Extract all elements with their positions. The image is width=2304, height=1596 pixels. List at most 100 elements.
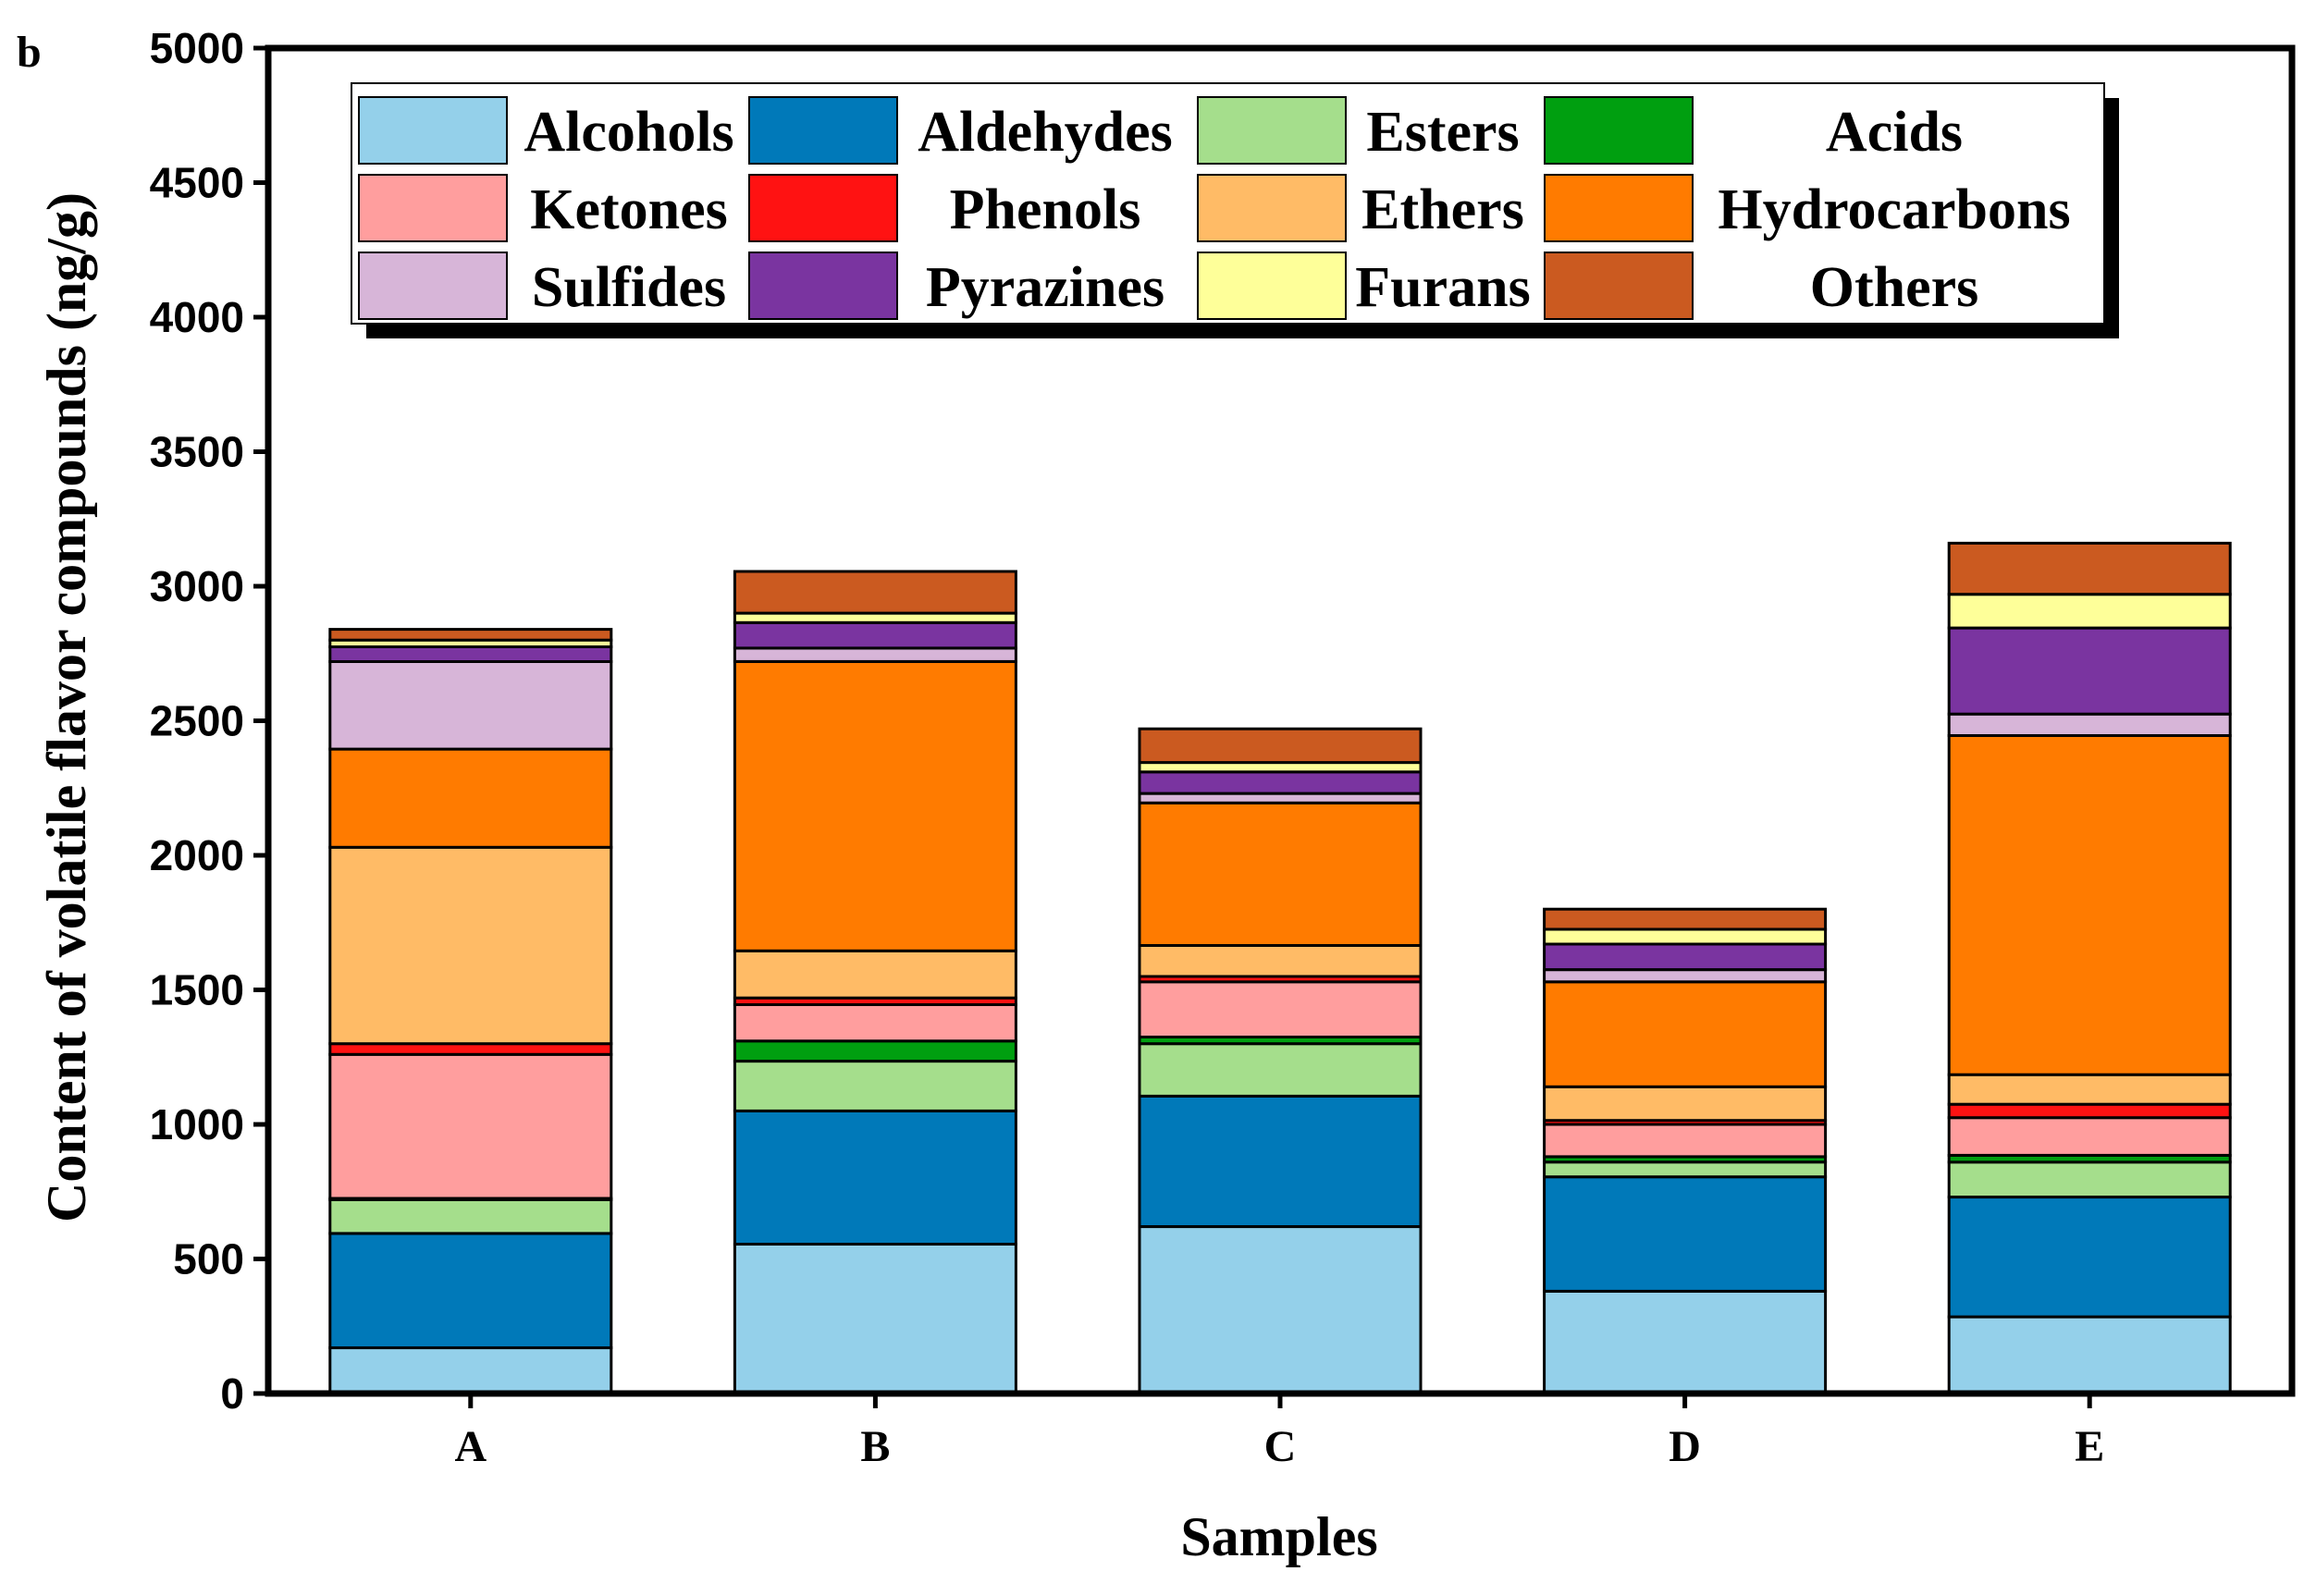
panel-label: b <box>17 28 42 77</box>
bar-segment-E-sulfides <box>1947 712 2232 738</box>
bar-segment-A-aldehydes <box>328 1232 613 1350</box>
y-tick-label-5000: 5000 <box>150 24 244 72</box>
bar-segment-A-hydrocarbons <box>328 747 613 849</box>
bar-segment-C-others <box>1138 727 1423 765</box>
bar-segment-C-furans <box>1138 761 1423 774</box>
bar-segment-E-pyrazines <box>1947 626 2232 716</box>
legend-label-aldehydes: Aldehydes <box>918 101 1173 164</box>
bar-segment-D-aldehydes <box>1543 1175 1828 1293</box>
bar-segment-B-ketones <box>733 1003 1017 1043</box>
bar-segment-E-hydrocarbons <box>1947 734 2232 1076</box>
bar-segment-C-aldehydes <box>1138 1094 1423 1229</box>
y-tick-label-0: 0 <box>220 1369 244 1418</box>
legend-swatch-ketones <box>358 174 508 242</box>
legend-swatch-esters <box>1197 96 1347 165</box>
y-tick-label-1000: 1000 <box>150 1100 244 1148</box>
bar-segment-D-others <box>1543 907 1828 931</box>
x-tick-label-D: D <box>1669 1422 1701 1471</box>
bar-segment-B-furans <box>733 611 1017 624</box>
bar-segment-D-alcohols <box>1543 1289 1828 1395</box>
legend-swatch-furans <box>1197 252 1347 320</box>
bar-segment-D-sulfides <box>1543 968 1828 984</box>
legend-swatch-pyrazines <box>748 252 898 320</box>
x-tick-label-E: E <box>2075 1422 2104 1471</box>
bar-segment-B-pyrazines <box>733 620 1017 650</box>
bar-segment-A-ethers <box>328 845 613 1046</box>
bar-segment-B-acids <box>733 1039 1017 1063</box>
legend-swatch-alcohols <box>358 96 508 165</box>
bar-segment-D-furans <box>1543 927 1828 946</box>
bar-segment-E-esters <box>1947 1160 2232 1198</box>
bar-segment-C-ketones <box>1138 980 1423 1039</box>
y-tick-label-2000: 2000 <box>150 831 244 879</box>
legend-label-esters: Esters <box>1366 101 1519 164</box>
legend-swatch-phenols <box>748 174 898 242</box>
bar-segment-A-phenols <box>328 1042 613 1056</box>
y-tick-label-1500: 1500 <box>150 966 244 1014</box>
legend-swatch-hydrocarbons <box>1544 174 1694 242</box>
bar-segment-C-pyrazines <box>1138 770 1423 795</box>
legend-label-hydrocarbons: Hydrocarbons <box>1718 178 2070 241</box>
y-tick-label-4000: 4000 <box>150 293 244 341</box>
x-tick-label-A: A <box>454 1422 487 1471</box>
y-axis-title: Content of volatile flavor compounds (ng… <box>36 192 97 1222</box>
y-tick-label-4500: 4500 <box>150 159 244 207</box>
bar-segment-A-others <box>328 628 613 642</box>
bar-segment-B-hydrocarbons <box>733 660 1017 952</box>
bar-segment-D-hydrocarbons <box>1543 980 1828 1088</box>
legend-label-acids: Acids <box>1826 101 1963 164</box>
legend-swatch-aldehydes <box>748 96 898 165</box>
bar-segment-C-sulfides <box>1138 792 1423 804</box>
legend-label-ketones: Ketones <box>530 178 728 241</box>
legend-swatch-ethers <box>1197 174 1347 242</box>
bar-segment-D-pyrazines <box>1543 942 1828 972</box>
legend-label-others: Others <box>1810 256 1979 319</box>
bar-segment-B-sulfides <box>733 646 1017 663</box>
plot-frame <box>265 44 2296 1397</box>
legend-label-ethers: Ethers <box>1361 178 1524 241</box>
bar-segment-E-phenols <box>1947 1102 2232 1120</box>
bar-segment-B-aldehydes <box>733 1110 1017 1246</box>
legend-label-phenols: Phenols <box>950 178 1141 241</box>
bar-segment-E-others <box>1947 541 2232 596</box>
bar-segment-D-esters <box>1543 1160 1828 1179</box>
bar-segment-E-furans <box>1947 593 2232 630</box>
y-tick-label-3500: 3500 <box>150 428 244 476</box>
bar-segment-A-pyrazines <box>328 645 613 663</box>
legend-swatch-sulfides <box>358 252 508 320</box>
y-tick-label-500: 500 <box>173 1235 244 1283</box>
y-tick-label-2500: 2500 <box>150 697 244 745</box>
bar-segment-E-ethers <box>1947 1073 2232 1106</box>
legend-swatch-others <box>1544 252 1694 320</box>
x-tick-label-B: B <box>860 1422 890 1471</box>
legend-swatch-acids <box>1544 96 1694 165</box>
bar-segment-B-esters <box>733 1060 1017 1112</box>
bar-segment-E-aldehydes <box>1947 1196 2232 1319</box>
bar-segment-A-sulfides <box>328 660 613 751</box>
bar-segment-D-ketones <box>1543 1123 1828 1159</box>
bar-segment-D-ethers <box>1543 1085 1828 1123</box>
y-tick-label-3000: 3000 <box>150 562 244 610</box>
bar-segment-B-others <box>733 570 1017 615</box>
bar-segment-A-esters <box>328 1198 613 1235</box>
bar-segment-A-ketones <box>328 1052 613 1200</box>
legend-label-alcohols: Alcohols <box>524 101 733 164</box>
axis-layer: A B C D E 0 500 1000 1500 2000 2500 3000 3500 4000 450… <box>150 24 2296 1471</box>
legend: Alcohols Aldehydes Esters Acids Ketones Pheno… <box>351 82 2119 338</box>
legend-label-sulfides: Sulfides <box>532 256 726 319</box>
legend-label-pyrazines: Pyrazines <box>926 256 1164 319</box>
bar-segment-C-esters <box>1138 1042 1423 1098</box>
legend-label-furans: Furans <box>1355 256 1530 319</box>
x-axis-title: Samples <box>1180 1506 1377 1567</box>
bar-segment-C-hydrocarbons <box>1138 801 1423 947</box>
bar-segment-B-ethers <box>733 949 1017 1000</box>
bar-segment-E-alcohols <box>1947 1315 2232 1395</box>
x-tick-label-C: C <box>1264 1422 1297 1471</box>
bars-layer <box>328 541 2232 1395</box>
bar-segment-C-alcohols <box>1138 1225 1423 1395</box>
bar-segment-B-alcohols <box>733 1243 1017 1395</box>
bar-segment-A-alcohols <box>328 1346 613 1395</box>
bar-segment-E-ketones <box>1947 1116 2232 1157</box>
bar-segment-C-ethers <box>1138 944 1423 978</box>
